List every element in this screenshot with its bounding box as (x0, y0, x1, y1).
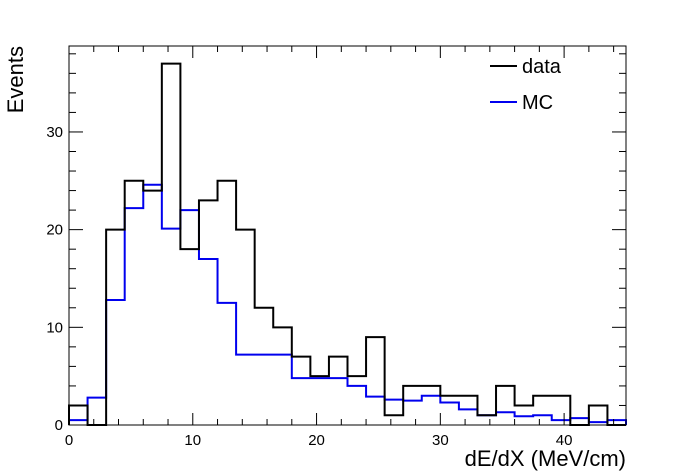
x-tick-label: 40 (556, 432, 573, 449)
x-tick-label: 0 (65, 432, 73, 449)
y-axis-title: Events (3, 46, 28, 113)
y-tick-label: 10 (46, 319, 63, 336)
series-data-line (68, 62, 626, 426)
legend-label-data: data (522, 56, 562, 78)
x-tick-label: 10 (184, 432, 201, 449)
ticks (68, 46, 626, 426)
series-mc-line (68, 183, 627, 425)
x-tick-label: 30 (432, 432, 449, 449)
series-group (68, 62, 627, 426)
y-tick-label: 0 (55, 417, 63, 434)
legend: data MC (490, 56, 562, 114)
y-tick-label: 20 (46, 222, 63, 239)
tick-labels: 0 10 20 30 40 0 10 20 30 (46, 124, 572, 449)
legend-label-mc: MC (522, 92, 553, 114)
x-tick-label: 20 (308, 432, 325, 449)
y-tick-label: 30 (46, 124, 63, 141)
x-axis-title: dE/dX (MeV/cm) (465, 446, 626, 471)
plot-frame (68, 45, 627, 426)
